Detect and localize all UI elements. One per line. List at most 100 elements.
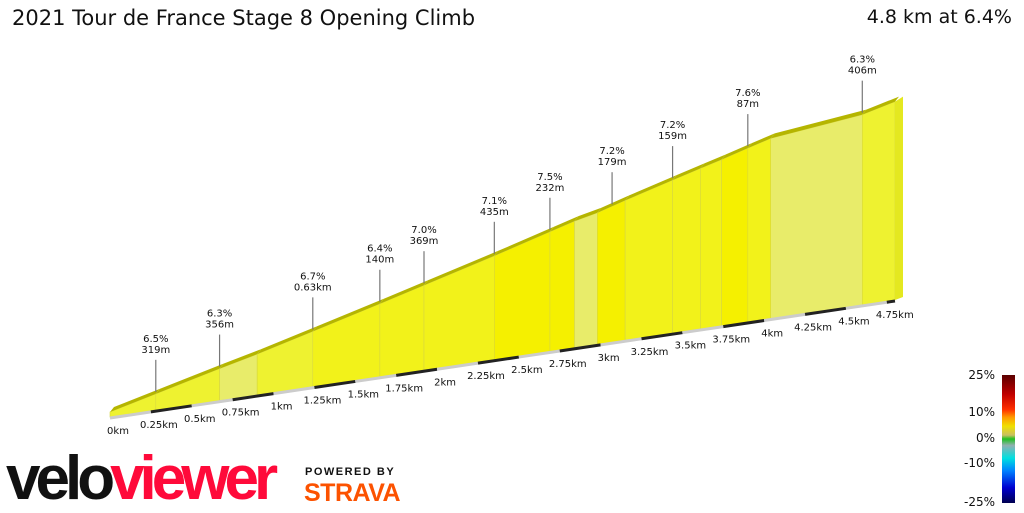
baseline-segment: [763, 312, 806, 322]
profile-segment: [861, 101, 896, 306]
baseline-segment: [273, 386, 315, 396]
profile-ridge: [672, 163, 705, 181]
annotation-length: 159m: [658, 131, 687, 142]
annotation-grade: 7.1%: [482, 196, 507, 207]
x-tick-label: 2.5km: [511, 365, 542, 376]
baseline-segment: [395, 367, 438, 377]
baseline-segment: [232, 392, 274, 402]
annotation-grade: 7.6%: [735, 88, 760, 99]
annotation-grade: 6.5%: [143, 334, 168, 345]
x-tick-label: 1.25km: [304, 396, 342, 407]
profile-segment: [549, 220, 575, 352]
x-tick-label: 0km: [107, 426, 129, 437]
profile-segment: [624, 179, 673, 341]
profile-segment: [747, 137, 772, 323]
profile-segment: [770, 114, 863, 319]
baseline-segment: [518, 349, 560, 359]
annotation-grade: 6.3%: [207, 309, 232, 320]
baseline-segment: [682, 325, 724, 335]
powered-by-text: POWERED BY: [305, 466, 396, 478]
x-tick-label: 0.5km: [184, 414, 215, 425]
annotation-length: 179m: [598, 157, 627, 168]
profile-ridge: [747, 133, 775, 149]
x-tick-label: 0.75km: [222, 408, 260, 419]
x-tick-label: 3km: [598, 353, 620, 364]
legend-colorbar: [1002, 375, 1015, 503]
annotation-grade: 6.7%: [300, 271, 325, 282]
x-tick-label: 1.5km: [348, 389, 379, 400]
annotation-grade: 6.4%: [367, 244, 392, 255]
chart-title: 2021 Tour de France Stage 8 Opening Clim…: [12, 6, 476, 30]
baseline-segment: [436, 361, 479, 371]
baseline-segment: [191, 398, 233, 408]
x-tick-label: 4.25km: [794, 322, 832, 333]
profile-ridge: [155, 363, 224, 394]
profile-ridge: [574, 207, 602, 222]
baseline-segment: [723, 319, 765, 329]
x-tick-label: 4.5km: [838, 316, 869, 327]
annotation-length: 369m: [410, 236, 439, 247]
annotation-grade: 7.2%: [599, 146, 624, 157]
legend-labels: 25% 10% 0% -10% -25%: [964, 368, 995, 509]
profile-ridge: [721, 143, 752, 160]
x-tick-label: 1.75km: [385, 383, 423, 394]
distance-baseline: [109, 299, 896, 420]
profile-ridge: [257, 326, 317, 355]
profile-ridge: [379, 280, 428, 304]
baseline-segment: [804, 306, 847, 316]
profile-ridge: [312, 298, 384, 332]
annotation-length: 319m: [141, 345, 170, 356]
x-tick-label: 4.75km: [876, 310, 914, 321]
legend-label: 25%: [968, 368, 995, 382]
x-tick-label: 2km: [434, 377, 456, 388]
profile-segment: [423, 255, 495, 371]
profile-ridge: [219, 349, 262, 369]
x-tick-label: 0.25km: [140, 420, 178, 431]
profile-ridge: [110, 388, 160, 412]
x-tick-label: 3.25km: [631, 347, 669, 358]
annotation-length: 140m: [365, 255, 394, 266]
baseline-segment: [150, 404, 192, 414]
profile-segment: [721, 147, 749, 327]
legend-label: 10%: [968, 405, 995, 419]
profile-segment: [574, 212, 598, 349]
baseline-segment: [641, 331, 683, 341]
profile-ridge: [770, 109, 867, 139]
annotation-grade: 6.3%: [850, 55, 875, 66]
climb-summary: 4.8 km at 6.4%: [866, 6, 1012, 28]
profile-ridge: [862, 96, 899, 115]
x-tick-label: 3.75km: [712, 335, 750, 346]
legend-label: 0%: [976, 431, 995, 445]
x-tick-label: 3.5km: [675, 341, 706, 352]
x-tick-label: 2.25km: [467, 371, 505, 382]
annotation-length: 87m: [737, 99, 759, 110]
profile-ridge: [700, 154, 726, 169]
veloviewer-logo: veloviewer: [6, 444, 278, 513]
x-tick-labels: 0km 0.25km 0.5km 0.75km 1km 1.25km 1.5km 1.75km…: [107, 310, 914, 437]
baseline-segment: [559, 343, 601, 353]
profile-segment: [700, 159, 722, 330]
segment-annotations: 6.5%319m6.3%356m6.7%0.63km6.4%140m7.0%36…: [141, 55, 877, 392]
profile-ridge: [549, 216, 579, 232]
profile-ridge: [597, 195, 630, 213]
baseline-segment: [886, 299, 896, 304]
baseline-segment: [314, 379, 356, 390]
annotation-length: 435m: [480, 207, 509, 218]
annotation-length: 232m: [536, 183, 565, 194]
profile-segments: [109, 96, 903, 418]
baseline-segment: [600, 337, 642, 347]
profile-ridge: [424, 250, 499, 286]
annotation-grade: 7.5%: [537, 172, 562, 183]
annotation-grade: 7.2%: [660, 120, 685, 131]
x-tick-label: 1km: [271, 402, 293, 413]
profile-ridge: [494, 226, 554, 256]
annotation-length: 0.63km: [294, 282, 332, 293]
profile-segment: [597, 199, 626, 345]
x-tick-label: 2.75km: [549, 359, 587, 370]
legend-label: -25%: [964, 495, 995, 509]
baseline-segment: [109, 410, 152, 420]
strava-logo: STRAVA: [304, 479, 401, 507]
x-tick-label: 4km: [761, 329, 783, 340]
annotation-length: 356m: [205, 320, 234, 331]
